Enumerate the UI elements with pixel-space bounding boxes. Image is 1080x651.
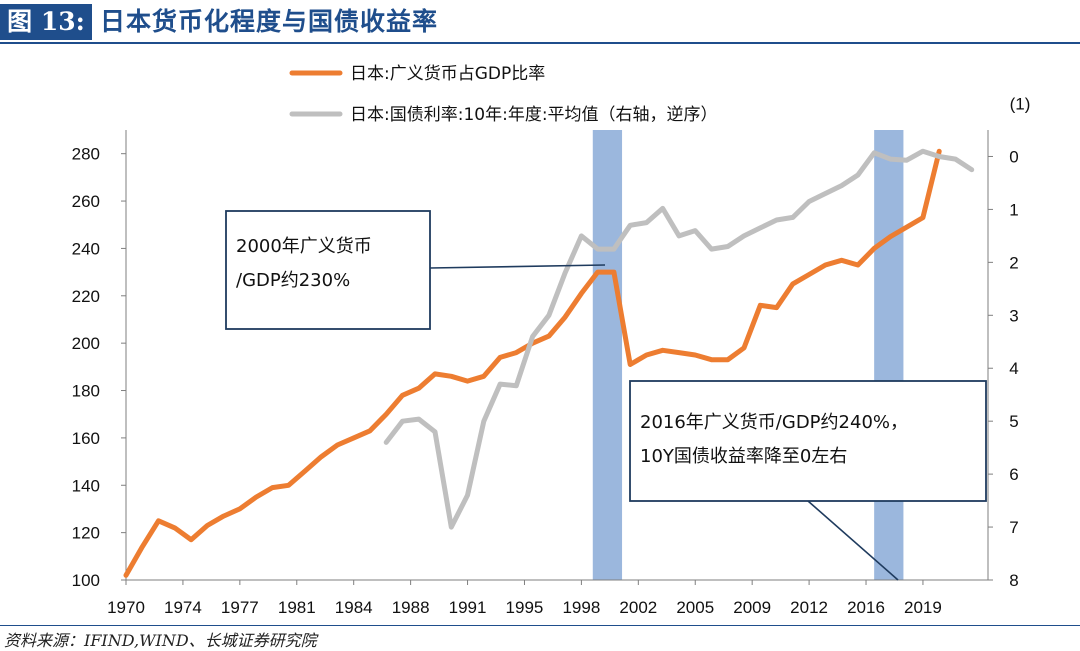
x-tick-label: 2012	[790, 598, 828, 617]
figure-title: 日本货币化程度与国债收益率	[100, 7, 439, 36]
annotation-pointer	[429, 264, 606, 269]
legend-label: 日本:国债利率:10年:年度:平均值（右轴，逆序）	[350, 105, 718, 125]
right-tick-label: 7	[1009, 518, 1018, 537]
annotation-text: /GDP约230%	[236, 270, 350, 291]
left-tick-label: 220	[72, 287, 100, 306]
figure-header: 图 13: 日本货币化程度与国债收益率	[0, 0, 1080, 44]
annotation-text: 2016年广义货币/GDP约240%，	[640, 412, 908, 433]
x-tick-label: 1995	[506, 598, 544, 617]
source-note: 资料来源：IFIND,WIND、长城证券研究院	[4, 631, 317, 650]
annotation-box	[225, 210, 431, 330]
x-tick-label: 1974	[164, 598, 202, 617]
x-tick-label: 1991	[449, 598, 487, 617]
annotation-pointer	[807, 500, 899, 581]
x-tick-label: 1984	[335, 598, 373, 617]
right-tick-label: 3	[1009, 306, 1018, 325]
right-tick-label: 8	[1009, 571, 1018, 590]
shaded-period	[592, 130, 623, 580]
x-tick-label: 2019	[904, 598, 942, 617]
right-tick-label: 1	[1009, 200, 1018, 219]
right-tick-label: 5	[1009, 412, 1018, 431]
right-tick-label: 6	[1009, 465, 1018, 484]
right-tick-label: 0	[1009, 147, 1018, 166]
figure-label: 图 13:	[0, 4, 92, 40]
x-tick-label: 2005	[676, 598, 714, 617]
left-tick-label: 280	[72, 145, 100, 164]
left-tick-label: 140	[72, 476, 100, 495]
header-divider	[0, 42, 1080, 44]
x-tick-label: 1981	[278, 598, 316, 617]
right-tick-label: 4	[1009, 359, 1018, 378]
right-axis-top-label: (1)	[1010, 95, 1031, 114]
left-tick-label: 160	[72, 429, 100, 448]
annotation-text: 10Y国债收益率降至0左右	[640, 446, 847, 467]
left-tick-label: 260	[72, 192, 100, 211]
left-tick-label: 200	[72, 334, 100, 353]
shaded-period	[874, 130, 904, 580]
x-tick-label: 1970	[107, 598, 145, 617]
left-tick-label: 100	[72, 571, 100, 590]
x-tick-label: 2009	[733, 598, 771, 617]
chart: 100 120 140 160 180 200 220 240 260 280 0 1 2 3 4 5 6 7 8 (…	[72, 64, 1031, 617]
legend-label: 日本:广义货币占GDP比率	[350, 64, 545, 84]
left-tick-label: 180	[72, 382, 100, 401]
footer-divider	[0, 625, 1080, 626]
x-tick-label: 2002	[619, 598, 657, 617]
x-tick-label: 1988	[392, 598, 430, 617]
left-tick-label: 240	[72, 239, 100, 258]
x-tick-label: 1977	[221, 598, 259, 617]
annotation-box	[629, 380, 987, 502]
annotation-text: 2000年广义货币	[236, 236, 372, 257]
right-tick-label: 2	[1009, 253, 1018, 272]
left-tick-label: 120	[72, 524, 100, 543]
jgb-10y-yield-line	[383, 148, 975, 530]
x-tick-label: 2016	[847, 598, 885, 617]
x-tick-label: 1998	[562, 598, 600, 617]
